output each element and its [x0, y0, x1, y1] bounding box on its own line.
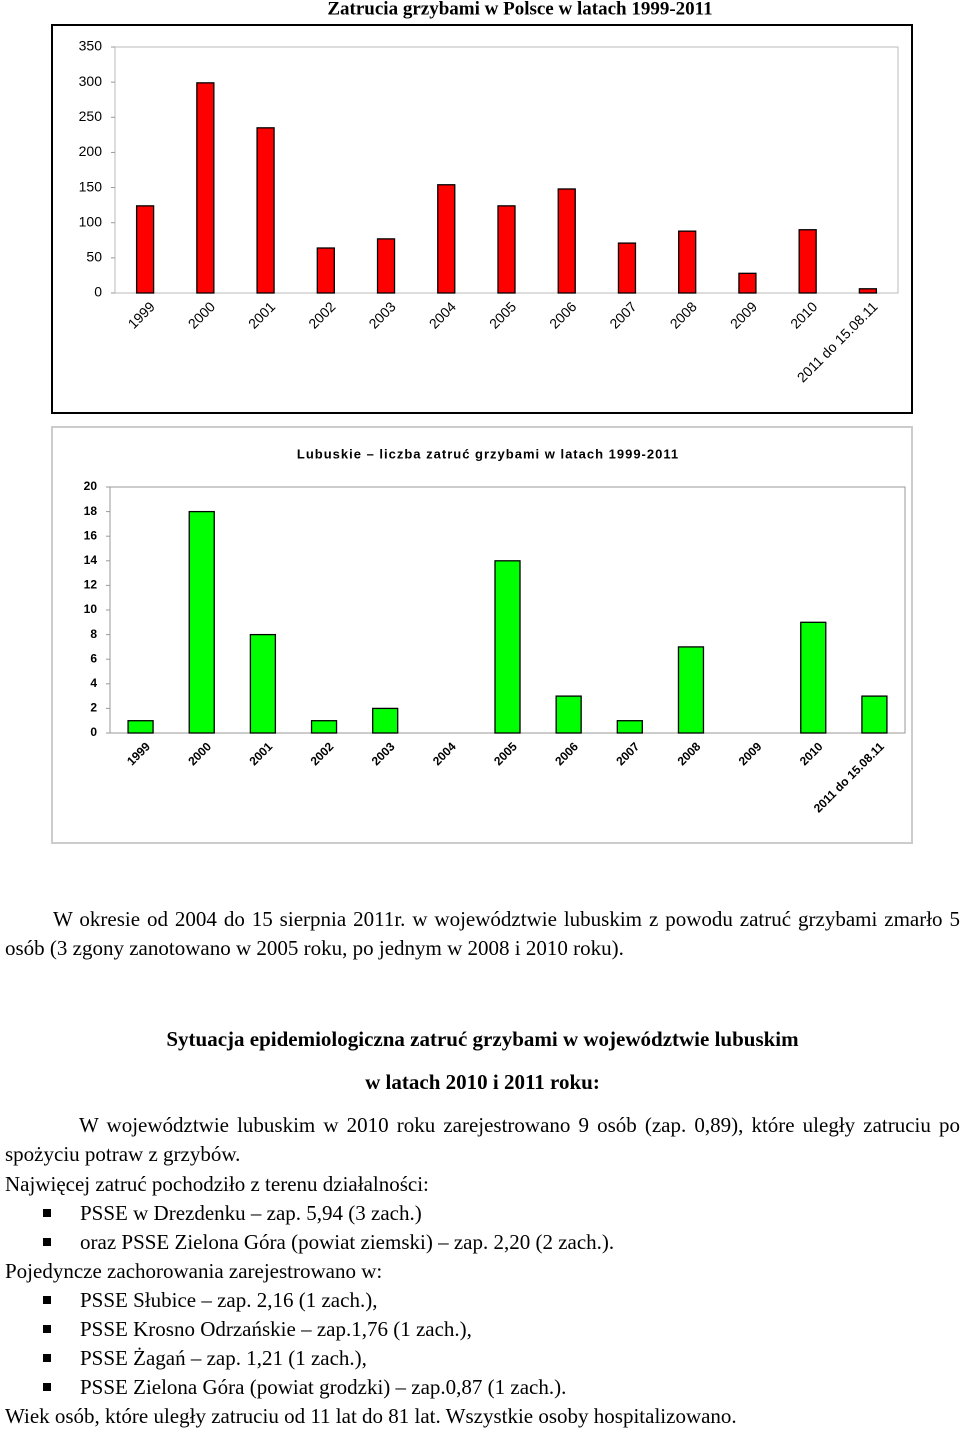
list: PSSE w Drezdenku – zap. 5,94 (3 zach.) o… [5, 1199, 960, 1257]
bar [494, 560, 521, 734]
bar [798, 229, 817, 294]
y-tick-label: 0 [90, 725, 97, 739]
bar [677, 646, 705, 734]
paragraph: Wiek osób, które uległy zatruciu od 11 l… [5, 1404, 737, 1428]
y-tick-label: 100 [79, 213, 103, 229]
bar [858, 288, 878, 294]
bar [310, 720, 338, 734]
list-item: PSSE Żagań – zap. 1,21 (1 zach.), [5, 1344, 960, 1373]
list-item: oraz PSSE Zielona Góra (powiat ziemski) … [5, 1228, 960, 1257]
chart-title: Lubuskie – liczba zatruć grzybami w lata… [297, 446, 679, 461]
y-tick-label: 4 [90, 676, 97, 690]
paragraph: W województwie lubuskim w 2010 roku zare… [5, 1113, 960, 1166]
y-tick-label: 8 [90, 627, 97, 641]
y-tick-label: 2 [90, 701, 97, 715]
bar [616, 720, 643, 734]
paragraph: W okresie od 2004 do 15 sierpnia 2011r. … [5, 907, 960, 960]
bar [800, 621, 827, 734]
heading: Sytuacja epidemiologiczna zatruć grzybam… [166, 1027, 799, 1051]
y-tick-label: 12 [84, 578, 98, 592]
bar [376, 238, 396, 294]
chart-frame [51, 24, 913, 414]
y-tick-label: 200 [79, 143, 103, 159]
y-tick-label: 50 [86, 249, 102, 265]
y-tick-label: 14 [84, 553, 98, 567]
y-tick-label: 10 [84, 602, 98, 616]
y-tick-label: 150 [79, 178, 103, 194]
paragraph: Najwięcej zatruć pochodziło z terenu dzi… [5, 1172, 429, 1196]
bar [127, 720, 154, 734]
y-tick-label: 18 [84, 504, 98, 518]
y-tick-label: 20 [84, 479, 98, 493]
bar [617, 242, 637, 294]
bar [861, 695, 888, 734]
bar [196, 82, 215, 294]
bar [316, 247, 335, 294]
bar [372, 707, 399, 734]
bar [555, 695, 582, 734]
chart-frame [51, 426, 913, 844]
y-tick-label: 350 [79, 38, 103, 54]
paragraph: Pojedyncze zachorowania zarejestrowano w… [5, 1259, 383, 1283]
list-item: PSSE Zielona Góra (powiat grodzki) – zap… [5, 1373, 960, 1402]
list-item: PSSE w Drezdenku – zap. 5,94 (3 zach.) [5, 1199, 960, 1228]
bar [437, 184, 456, 294]
bar [497, 205, 516, 294]
chart-title: Zatrucia grzybami w Polsce w latach 1999… [327, 0, 712, 19]
bar [256, 127, 275, 294]
bar [249, 633, 277, 734]
y-tick-label: 300 [79, 73, 103, 89]
heading: w latach 2010 i 2011 roku: [365, 1070, 600, 1094]
list-item: PSSE Krosno Odrzańskie – zap.1,76 (1 zac… [5, 1315, 960, 1344]
list: PSSE Słubice – zap. 2,16 (1 zach.), PSSE… [5, 1286, 960, 1402]
y-tick-label: 6 [90, 651, 97, 665]
y-tick-label: 0 [94, 284, 102, 300]
bar [135, 205, 155, 294]
list-item: PSSE Słubice – zap. 2,16 (1 zach.), [5, 1286, 960, 1315]
bar [557, 188, 576, 294]
bar [188, 510, 215, 734]
charts: Zatrucia grzybami w Polsce w latach 1999… [51, 0, 913, 844]
bar [678, 230, 697, 294]
y-tick-label: 16 [84, 528, 98, 542]
y-tick-label: 250 [79, 108, 103, 124]
bar [738, 272, 757, 294]
